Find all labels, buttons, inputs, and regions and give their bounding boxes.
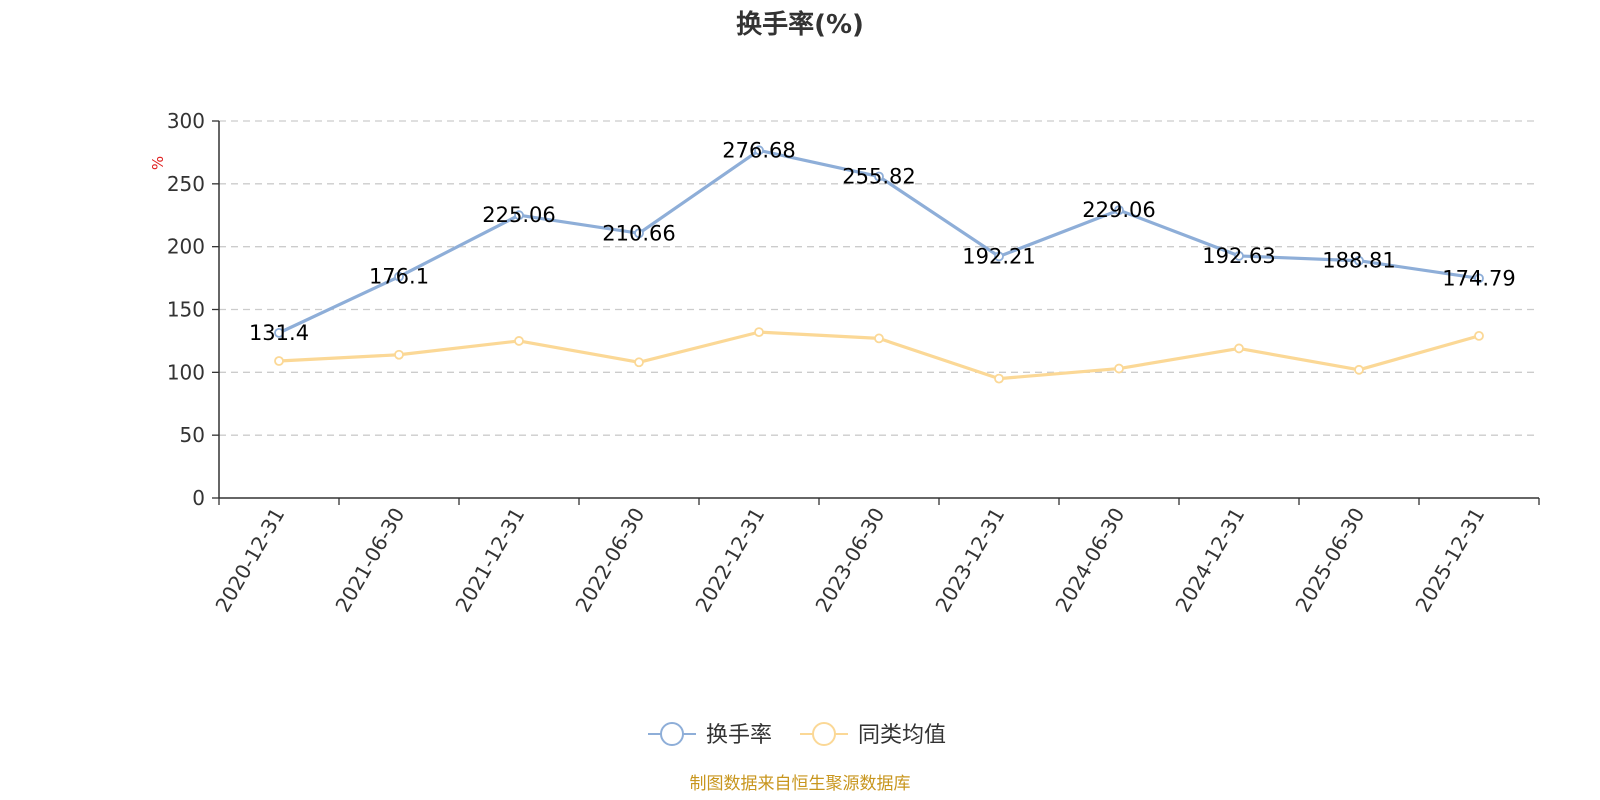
grid-layer	[219, 120, 1539, 436]
data-point	[274, 356, 284, 366]
data-label: 192.21	[962, 244, 1035, 268]
data-label: 229.06	[1082, 198, 1155, 222]
data-point	[1234, 343, 1244, 354]
data-point	[1114, 363, 1124, 374]
data-point	[874, 171, 884, 182]
data-point	[634, 228, 644, 239]
y-tick-label: 250	[167, 172, 205, 196]
x-tick-label: 2021-06-30	[330, 504, 409, 617]
data-point	[1114, 205, 1124, 216]
x-tick-label: 2023-12-31	[930, 504, 1009, 617]
data-point	[754, 145, 764, 156]
data-point	[394, 271, 404, 282]
legend[interactable]: 换手率 同类均值	[648, 722, 946, 748]
y-tick-label: 0	[192, 486, 205, 510]
data-point	[514, 336, 524, 346]
y-tick-label: 100	[167, 360, 205, 384]
legend-label: 同类均值	[858, 723, 946, 748]
y-tick-label: 300	[167, 109, 205, 133]
data-label: 176.1	[369, 265, 429, 289]
data-point	[1234, 251, 1244, 261]
data-point	[1354, 364, 1364, 375]
x-tick-label: 2025-12-31	[1410, 504, 1489, 617]
data-source-note: 制图数据来自恒生聚源数据库	[690, 774, 911, 794]
data-point	[1354, 255, 1364, 266]
data-point	[634, 357, 644, 368]
data-label: 276.68	[722, 138, 795, 162]
data-label: 192.63	[1202, 244, 1275, 268]
x-tick-label: 2020-12-31	[210, 504, 289, 617]
data-label: 255.82	[842, 165, 915, 189]
data-point	[874, 333, 884, 344]
data-label: 188.81	[1322, 249, 1395, 273]
data-point	[994, 373, 1004, 384]
x-tick-label: 2021-12-31	[450, 504, 529, 617]
data-point	[274, 327, 284, 338]
legend-marker	[660, 722, 684, 746]
legend-item[interactable]: 同类均值	[800, 722, 946, 748]
y-axis-unit-label: %	[149, 156, 167, 170]
data-label: 225.06	[482, 203, 555, 227]
label-layer: 131.4 176.1 225.06 210.66 276.68 255.82 192.21…	[249, 138, 1516, 345]
x-tick-label: 2025-06-30	[1290, 504, 1369, 617]
x-tick-label: 2022-06-30	[570, 504, 649, 617]
data-label: 131.4	[249, 321, 309, 345]
legend-item[interactable]: 换手率	[648, 722, 772, 748]
data-point	[1474, 273, 1484, 284]
data-point	[394, 349, 404, 360]
legend-marker	[812, 722, 836, 746]
data-label: 210.66	[602, 221, 675, 245]
data-label: 174.79	[1442, 266, 1515, 290]
data-point	[994, 251, 1004, 262]
data-point	[514, 210, 524, 221]
x-tick-label: 2024-12-31	[1170, 504, 1249, 617]
chart-title: 换手率(%)	[736, 9, 864, 40]
data-point	[1474, 330, 1484, 341]
x-tick-label: 2024-06-30	[1050, 504, 1129, 617]
y-tick-label: 50	[180, 423, 205, 447]
x-tick-label: 2022-12-31	[690, 504, 769, 617]
legend-label: 换手率	[706, 723, 772, 748]
y-tick-label: 200	[167, 235, 205, 259]
y-tick-label: 150	[167, 298, 205, 322]
series-layer	[274, 145, 1484, 384]
x-tick-label: 2023-06-30	[810, 504, 889, 617]
data-point	[754, 327, 764, 338]
